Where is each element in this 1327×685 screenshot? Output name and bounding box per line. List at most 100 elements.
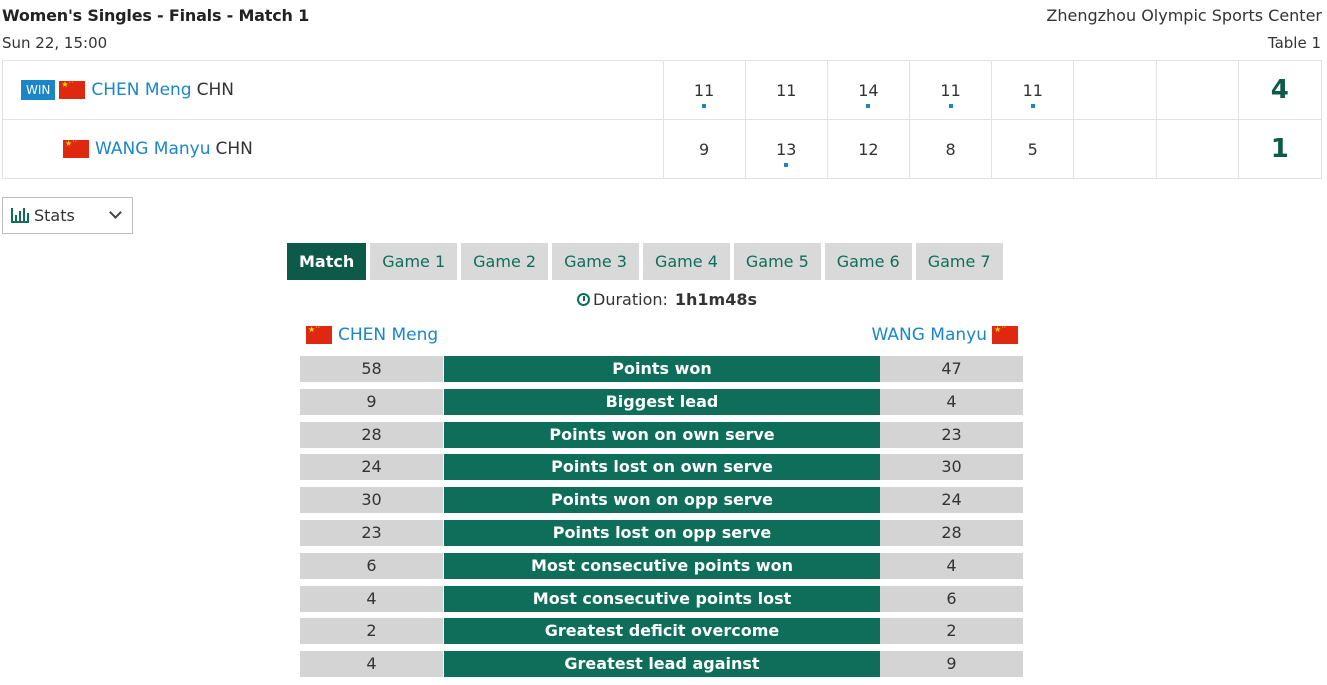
stat-left-value: 28 [300,421,443,448]
game-score-cell: 8 [909,119,993,179]
player-country: CHN [196,80,234,100]
stats-header-right: WANG Manyu [871,323,1018,345]
chevron-down-icon [109,206,122,219]
tab-game-5[interactable]: Game 5 [733,243,821,280]
game-won-marker [784,163,789,167]
stats-dropdown-label: Stats [34,206,75,225]
stat-label: Most consecutive points lost [444,585,880,612]
stat-row: 30 Points won on opp serve 24 [300,487,1023,514]
game-score-cell: 14 [826,60,911,120]
game-score-cell [1155,119,1239,179]
match-venue: Zhengzhou Olympic Sports Center [1046,6,1322,25]
china-flag-icon [59,78,86,99]
tab-game-3[interactable]: Game 3 [552,243,639,280]
game-score-cell: 9 [662,119,746,179]
stat-label: Points lost on opp serve [444,519,880,546]
stat-right-value: 24 [880,487,1023,514]
game-score: 11 [693,80,715,100]
china-flag-icon [63,137,89,158]
stat-row: 2 Greatest deficit overcome 2 [300,618,1023,645]
stats-dropdown[interactable]: Stats [2,197,133,234]
clock-icon [577,293,590,306]
stat-right-value: 2 [880,618,1023,645]
stat-right-value: 4 [880,388,1023,415]
stat-right-value: 6 [880,585,1023,612]
game-won-marker [702,104,707,108]
stat-row: 4 Most consecutive points lost 6 [300,585,1023,612]
win-badge: WIN [21,80,56,100]
stat-row: 6 Most consecutive points won 4 [300,552,1023,579]
stat-left-value: 24 [300,454,443,481]
game-score: 5 [1027,139,1038,159]
tab-game-4[interactable]: Game 4 [642,243,730,280]
stat-row: 4 Greatest lead against 9 [300,651,1023,678]
stats-table: 58 Points won 47 9 Biggest lead 4 28 Points won… [300,356,1023,684]
game-score-cell: 12 [826,119,911,179]
game-score-cell [1073,60,1157,120]
stat-label: Points won on own serve [444,421,880,448]
player-name-link[interactable]: WANG Manyu [95,139,211,159]
stat-left-value: 6 [300,552,443,579]
match-total-score: 1 [1237,119,1323,179]
stat-left-value: 58 [300,356,443,382]
game-won-marker [948,104,953,108]
game-score: 12 [858,139,879,159]
game-score-cell: 13 [744,119,828,179]
stat-label: Points won [444,356,880,382]
stat-right-value: 4 [880,552,1023,579]
stat-label: Greatest lead against [444,651,880,678]
stat-left-value: 9 [300,388,443,415]
player-country: CHN [215,139,253,159]
bar-chart-icon [11,208,29,223]
match-duration: Duration: 1h1m48s [577,290,757,309]
game-score: 11 [776,80,797,100]
stat-left-value: 4 [300,585,443,612]
game-score-cell: 11 [909,60,993,120]
stat-label: Points lost on own serve [444,454,880,481]
player-name-link[interactable]: CHEN Meng [91,80,192,100]
stats-right-player-link[interactable]: WANG Manyu [871,325,988,345]
stat-left-value: 30 [300,487,443,514]
tab-game-2[interactable]: Game 2 [461,243,549,280]
game-score-cell: 11 [991,60,1075,120]
match-total-score: 4 [1237,60,1323,120]
stats-header-left: CHEN Meng [306,323,439,345]
stats-header: CHEN Meng WANG Manyu [306,323,1018,347]
game-score: 9 [698,139,710,159]
match-header: Women's Singles - Finals - Match 1 Sun 2… [0,0,1327,58]
stat-row: 58 Points won 47 [300,356,1023,382]
tab-game-6[interactable]: Game 6 [824,243,912,280]
tab-game-1[interactable]: Game 1 [370,243,458,280]
tab-game-7[interactable]: Game 7 [915,243,1003,280]
stat-row: 23 Points lost on opp serve 28 [300,519,1023,546]
game-score-cell [1155,60,1239,120]
stat-left-value: 4 [300,651,443,678]
stat-right-value: 30 [880,454,1023,481]
match-title: Women's Singles - Finals - Match 1 [2,6,310,25]
game-score-cell: 5 [991,119,1075,179]
game-score-cell: 11 [662,60,746,120]
game-score-cell [1073,119,1157,179]
stats-left-player-link[interactable]: CHEN Meng [338,325,439,345]
game-tabs: Match Game 1 Game 2 Game 3 Game 4 Game 5 Game … [287,243,1003,280]
stat-label: Most consecutive points won [444,552,880,579]
china-flag-icon [306,323,332,344]
stat-right-value: 47 [880,356,1023,382]
china-flag-icon [992,323,1018,344]
duration-label: Duration: [593,290,668,309]
tab-match[interactable]: Match [287,243,367,280]
game-score: 8 [945,139,956,159]
stat-right-value: 23 [880,421,1023,448]
stat-label: Biggest lead [444,388,880,415]
game-score: 11 [1022,80,1043,100]
game-score: 13 [776,139,797,159]
game-won-marker [1030,104,1035,108]
stat-label: Greatest deficit overcome [444,618,880,645]
scoreboard: WINCHEN MengCHN11111411114WANG ManyuCHN9… [2,60,1323,179]
match-datetime: Sun 22, 15:00 [2,34,108,52]
table-label: Table 1 [1267,34,1321,52]
